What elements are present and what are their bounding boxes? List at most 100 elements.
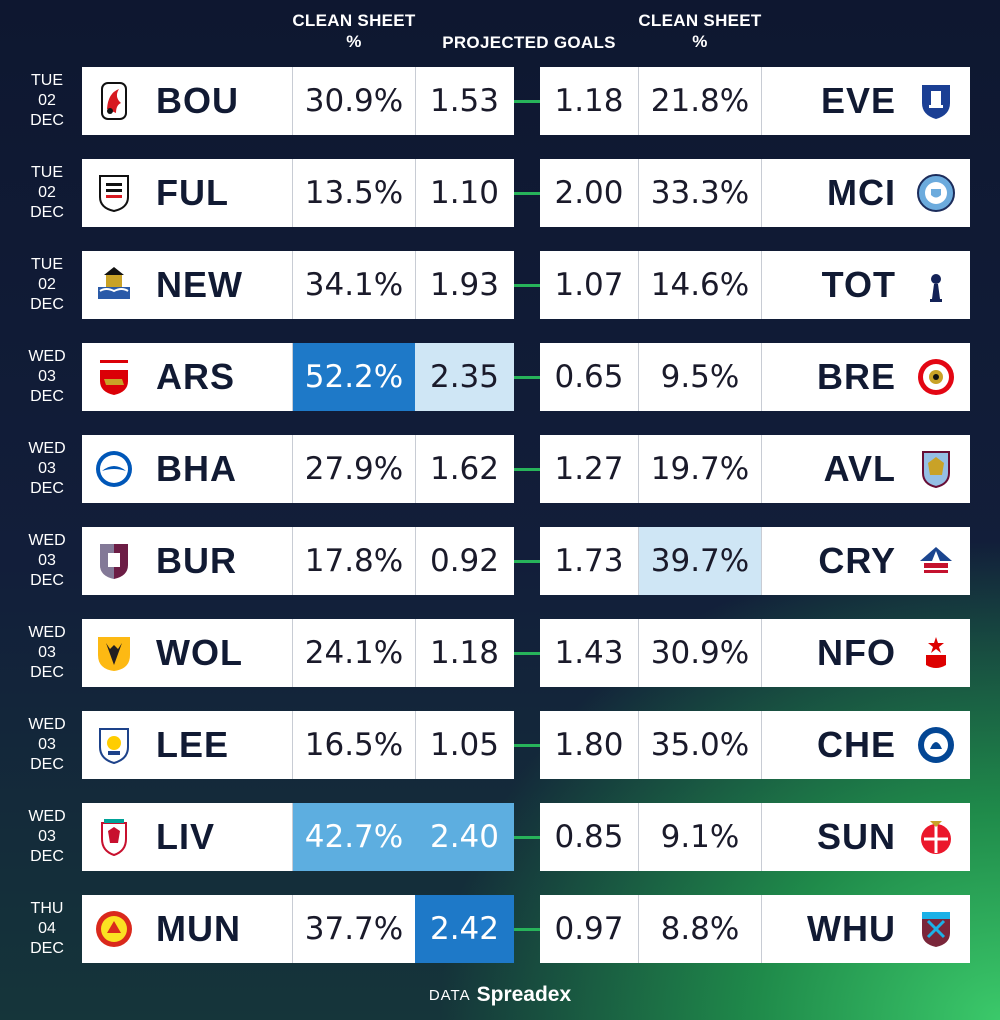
- liverpool-crest-icon: [94, 817, 134, 857]
- away-team-card: 1.18 21.8% EVE: [540, 67, 970, 135]
- fixture-row: WED 03 DEC LEE 16.5% 1.05 1.80 35.0% CHE: [0, 711, 1000, 779]
- crystal-palace-crest-icon: [916, 541, 956, 581]
- match-day: WED: [28, 716, 66, 733]
- match-month: DEC: [30, 756, 64, 773]
- home-team-code: BUR: [156, 540, 237, 581]
- home-projected-goals: 2.40: [415, 803, 514, 871]
- match-day-number: 04: [38, 920, 56, 937]
- home-clean-sheet-pct: 37.7%: [292, 895, 416, 963]
- match-day: WED: [28, 348, 66, 365]
- home-team-code: LIV: [156, 816, 216, 857]
- home-team-card: BUR 17.8% 0.92: [82, 527, 514, 595]
- home-team-card: MUN 37.7% 2.42: [82, 895, 514, 963]
- sunderland-crest-icon: [916, 817, 956, 857]
- match-day-number: 02: [38, 92, 56, 109]
- man-city-crest-icon: [916, 173, 956, 213]
- home-team-card: LIV 42.7% 2.40: [82, 803, 514, 871]
- bournemouth-crest-icon: [94, 81, 134, 121]
- away-clean-sheet-pct: 21.8%: [639, 67, 762, 135]
- home-projected-goals: 2.35: [415, 343, 514, 411]
- match-month: DEC: [30, 112, 64, 129]
- fixture-row: WED 03 DEC BHA 27.9% 1.62 1.27 19.7% AVL: [0, 435, 1000, 503]
- fixture-connector: [514, 560, 540, 563]
- fixture-row: TUE 02 DEC NEW 34.1% 1.93 1.07 14.6% TOT: [0, 251, 1000, 319]
- away-team-code: BRE: [816, 356, 896, 397]
- fixture-connector: [514, 836, 540, 839]
- home-clean-sheet-pct: 30.9%: [292, 67, 416, 135]
- arsenal-crest-icon: [94, 357, 134, 397]
- match-day-number: 03: [38, 828, 56, 845]
- burnley-crest-icon: [94, 541, 134, 581]
- match-day: WED: [28, 532, 66, 549]
- match-date: TUE 02 DEC: [14, 255, 80, 315]
- match-month: DEC: [30, 664, 64, 681]
- home-team-code: MUN: [156, 908, 241, 949]
- fixture-connector: [514, 928, 540, 931]
- brentford-crest-icon: [916, 357, 956, 397]
- fixture-connector: [514, 284, 540, 287]
- away-team-card: 1.07 14.6% TOT: [540, 251, 970, 319]
- fixture-row: WED 03 DEC WOL 24.1% 1.18 1.43 30.9% NFO: [0, 619, 1000, 687]
- away-projected-goals: 1.07: [540, 251, 639, 319]
- match-day: TUE: [31, 164, 63, 181]
- match-month: DEC: [30, 388, 64, 405]
- away-clean-sheet-pct: 9.1%: [639, 803, 762, 871]
- away-clean-sheet-pct: 8.8%: [639, 895, 762, 963]
- away-team-code: WHU: [807, 908, 896, 949]
- away-team-card: 0.65 9.5% BRE: [540, 343, 970, 411]
- home-clean-sheet-pct: 34.1%: [292, 251, 416, 319]
- away-team-code: AVL: [823, 448, 896, 489]
- match-date: WED 03 DEC: [14, 531, 80, 591]
- fixture-row: WED 03 DEC ARS 52.2% 2.35 0.65 9.5% BRE: [0, 343, 1000, 411]
- home-team-card: NEW 34.1% 1.93: [82, 251, 514, 319]
- away-team-code: TOT: [821, 264, 896, 305]
- away-clean-sheet-pct: 9.5%: [639, 343, 762, 411]
- match-day-number: 03: [38, 460, 56, 477]
- home-projected-goals: 1.05: [429, 727, 500, 763]
- home-team-card: WOL 24.1% 1.18: [82, 619, 514, 687]
- header-right-clean-sheet: CLEAN SHEET %: [638, 11, 762, 51]
- match-day: TUE: [31, 256, 63, 273]
- away-projected-goals: 1.80: [540, 711, 639, 779]
- home-team-code: ARS: [156, 356, 236, 397]
- fixture-connector: [514, 376, 540, 379]
- match-month: DEC: [30, 848, 64, 865]
- fixture-row: THU 04 DEC MUN 37.7% 2.42 0.97 8.8% WHU: [0, 895, 1000, 963]
- home-projected-goals: 2.42: [415, 895, 514, 963]
- away-team-code: CRY: [818, 540, 896, 581]
- home-projected-goals: 0.92: [429, 543, 500, 579]
- match-date: WED 03 DEC: [14, 807, 80, 867]
- header-projected-goals: PROJECTED GOALS: [442, 33, 616, 52]
- footer-brand: Spreadex: [476, 983, 572, 1006]
- away-clean-sheet-pct: 39.7%: [639, 527, 762, 595]
- away-team-code: SUN: [816, 816, 896, 857]
- fixture-connector: [514, 744, 540, 747]
- match-date: TUE 02 DEC: [14, 71, 80, 131]
- header-left-clean-sheet: CLEAN SHEET %: [292, 11, 416, 51]
- everton-crest-icon: [916, 81, 956, 121]
- home-team-code: BHA: [156, 448, 237, 489]
- away-team-code: NFO: [817, 632, 896, 673]
- nottingham-forest-crest-icon: [916, 633, 956, 673]
- match-day-number: 03: [38, 552, 56, 569]
- match-date: WED 03 DEC: [14, 347, 80, 407]
- away-projected-goals: 1.27: [540, 435, 639, 503]
- match-month: DEC: [30, 204, 64, 221]
- match-day-number: 02: [38, 184, 56, 201]
- footer-credit: DATA Spreadex: [0, 983, 1000, 1007]
- away-team-code: MCI: [827, 172, 896, 213]
- fixture-connector: [514, 192, 540, 195]
- match-day: WED: [28, 808, 66, 825]
- west-ham-crest-icon: [916, 909, 956, 949]
- away-team-code: EVE: [820, 80, 896, 121]
- footer-prefix: DATA: [428, 987, 471, 1004]
- brighton-crest-icon: [94, 449, 134, 489]
- away-projected-goals: 2.00: [540, 159, 639, 227]
- fixture-row: TUE 02 DEC BOU 30.9% 1.53 1.18 21.8% EVE: [0, 67, 1000, 135]
- match-date: WED 03 DEC: [14, 623, 80, 683]
- away-team-card: 1.43 30.9% NFO: [540, 619, 970, 687]
- match-day: WED: [28, 440, 66, 457]
- away-team-card: 0.85 9.1% SUN: [540, 803, 970, 871]
- chelsea-crest-icon: [916, 725, 956, 765]
- wolves-crest-icon: [94, 633, 134, 673]
